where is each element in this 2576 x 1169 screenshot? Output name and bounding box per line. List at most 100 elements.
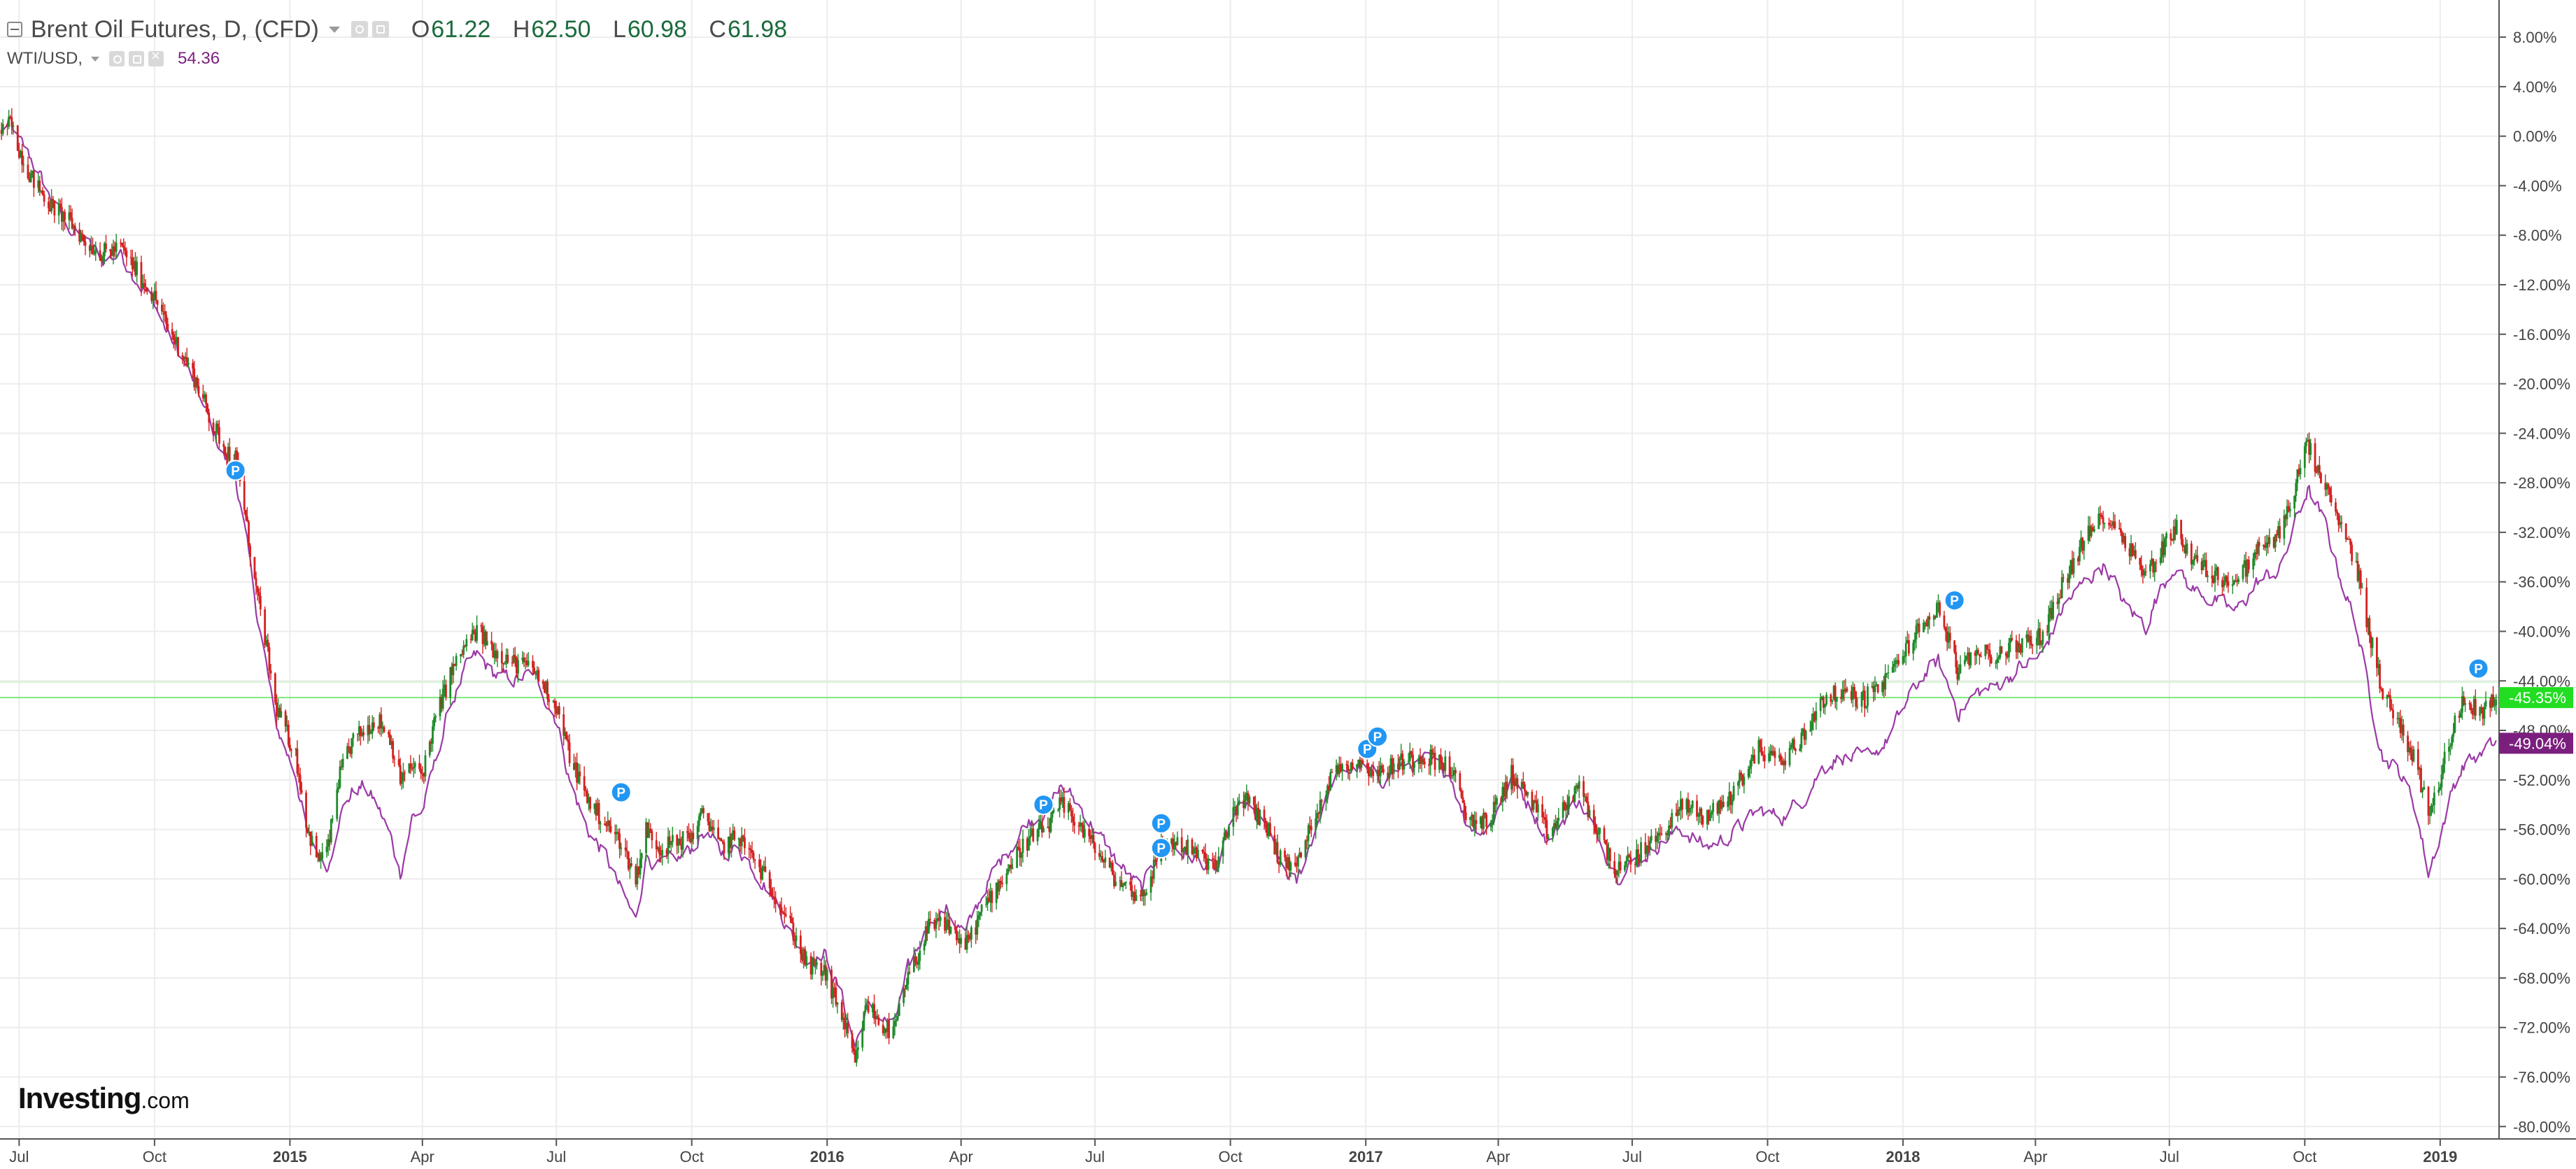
- brent-candle: [2316, 465, 2319, 476]
- brent-candle: [944, 912, 946, 934]
- event-marker[interactable]: P: [1033, 794, 1054, 816]
- investing-logo[interactable]: Investing.com: [18, 1082, 190, 1115]
- brent-candle: [2067, 573, 2069, 590]
- brent-candle: [392, 738, 395, 763]
- event-marker[interactable]: P: [1367, 725, 1389, 747]
- candle-body: [1681, 799, 1683, 810]
- brent-candle: [872, 1002, 874, 1018]
- chevron-down-icon[interactable]: [328, 26, 340, 33]
- candle-body: [255, 578, 257, 586]
- candle-body: [1841, 690, 1844, 700]
- y-tick-label: 4.00%: [2513, 78, 2556, 96]
- candle-body: [1784, 760, 1787, 765]
- event-marker[interactable]: P: [225, 460, 246, 481]
- candle-body: [50, 199, 53, 212]
- candle-body: [1892, 663, 1895, 667]
- candle-body: [2428, 814, 2431, 816]
- symbol-title[interactable]: Brent Oil Futures, D, (CFD): [31, 15, 319, 43]
- brent-candle: [1557, 807, 1560, 830]
- candle-body: [2344, 523, 2347, 539]
- candle-body: [2205, 560, 2207, 577]
- candle-body: [1923, 623, 1925, 632]
- candle-body: [1883, 681, 1885, 690]
- brent-candle: [2454, 712, 2456, 734]
- brent-candle: [2144, 564, 2147, 576]
- brent-candle: [71, 208, 73, 230]
- brent-candle: [821, 970, 824, 982]
- x-tick-label: 2017: [1349, 1148, 1383, 1166]
- candle-body: [2174, 526, 2177, 534]
- candle-body: [278, 707, 281, 718]
- brent-candle: [1232, 798, 1235, 836]
- candle-body: [733, 830, 736, 840]
- candle-body: [1862, 690, 1864, 693]
- brent-candle: [483, 625, 486, 647]
- brent-candle: [227, 442, 229, 462]
- event-marker[interactable]: P: [1944, 590, 1965, 611]
- brent-candle: [926, 921, 928, 942]
- brent-candle: [1391, 754, 1394, 779]
- close-icon[interactable]: [148, 47, 164, 66]
- brent-candle: [1892, 658, 1895, 673]
- candle-body: [2267, 542, 2270, 544]
- badge-label: -45.35%: [2509, 689, 2566, 707]
- candle-body: [720, 838, 723, 842]
- candle-body: [1276, 842, 1279, 863]
- collapse-icon[interactable]: [7, 22, 22, 37]
- candle-body: [854, 1051, 856, 1063]
- brent-candle: [1252, 796, 1255, 814]
- candle-body: [1008, 864, 1011, 869]
- y-tick-label: 8.00%: [2513, 29, 2556, 46]
- brent-candle: [48, 197, 50, 215]
- brent-candle: [1173, 834, 1176, 856]
- candle-body: [2180, 520, 2183, 539]
- candle-body: [2196, 555, 2199, 562]
- candle-body: [184, 357, 187, 360]
- candle-body: [742, 835, 744, 838]
- candle-body: [965, 935, 968, 950]
- candle-body: [2295, 483, 2298, 496]
- eye-icon[interactable]: [109, 51, 125, 66]
- candle-body: [1098, 853, 1101, 857]
- candle-body: [433, 717, 435, 727]
- candle-body: [1320, 800, 1323, 802]
- candle-body: [1017, 846, 1020, 848]
- brent-candle: [1029, 826, 1031, 846]
- candle-body: [698, 816, 700, 826]
- event-marker[interactable]: P: [1150, 812, 1172, 834]
- chevron-down-icon[interactable]: [91, 56, 99, 62]
- y-tick-label: -8.00%: [2513, 227, 2562, 244]
- candle-body: [92, 246, 94, 255]
- candle-body: [2047, 614, 2050, 633]
- candle-body: [1737, 782, 1739, 786]
- brent-candle: [2170, 528, 2172, 546]
- brent-candle: [1256, 803, 1258, 830]
- brent-candle: [2470, 702, 2472, 714]
- gear-icon[interactable]: [371, 21, 389, 38]
- brent-candle: [1422, 754, 1424, 765]
- candle-body: [1578, 781, 1580, 789]
- candle-body: [2130, 543, 2132, 557]
- brent-candle: [177, 336, 179, 357]
- event-marker[interactable]: P: [1150, 837, 1172, 859]
- candle-body: [1946, 631, 1948, 643]
- candle-body: [1825, 695, 1828, 704]
- brent-candle: [2463, 690, 2465, 707]
- brent-candle: [449, 666, 452, 705]
- gear-icon[interactable]: [129, 51, 144, 66]
- brent-candle: [1596, 824, 1598, 844]
- event-marker[interactable]: P: [2468, 658, 2489, 679]
- candle-body: [1752, 755, 1754, 758]
- compare-symbol[interactable]: WTI/USD,: [7, 49, 83, 68]
- eye-icon[interactable]: [351, 21, 368, 38]
- brent-candle: [1172, 832, 1175, 856]
- candle-body: [1222, 840, 1224, 857]
- candle-body: [383, 727, 385, 732]
- candle-body: [1988, 650, 1991, 657]
- brent-candle: [2431, 798, 2434, 813]
- candle-body: [1380, 765, 1383, 770]
- event-marker[interactable]: P: [610, 781, 632, 803]
- candle-body: [1885, 673, 1888, 674]
